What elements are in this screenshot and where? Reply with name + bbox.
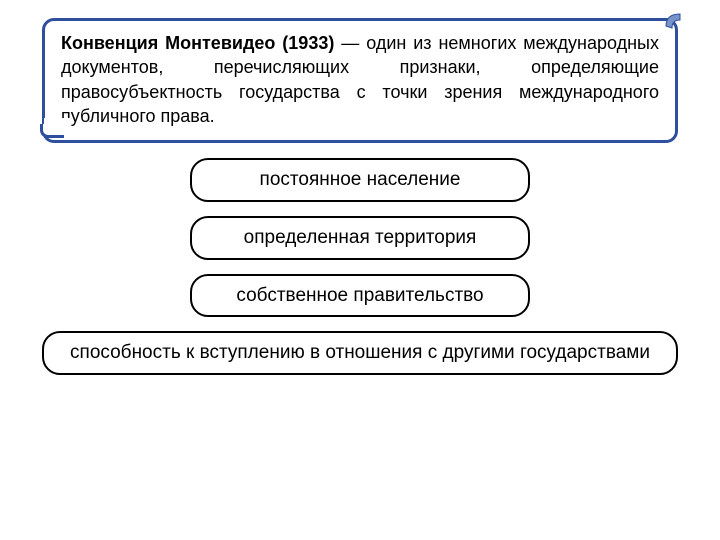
list-item: способность к вступлению в отношения с д… <box>42 331 678 375</box>
list-item: постоянное население <box>190 158 530 202</box>
header-box: Конвенция Монтевидео (1933) — один из не… <box>42 18 678 143</box>
header-bold: Конвенция Монтевидео (1933) <box>61 33 334 53</box>
list-item: определенная территория <box>190 216 530 260</box>
header-text: Конвенция Монтевидео (1933) — один из не… <box>61 31 659 128</box>
list-item: собственное правительство <box>190 274 530 318</box>
items-list: постоянное население определенная террит… <box>0 158 720 375</box>
header-notch <box>40 124 64 138</box>
corner-decoration-icon <box>664 12 684 32</box>
